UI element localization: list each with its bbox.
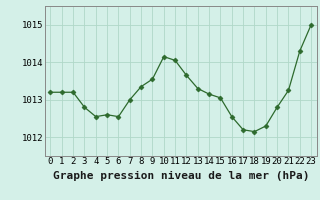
X-axis label: Graphe pression niveau de la mer (hPa): Graphe pression niveau de la mer (hPa) <box>52 171 309 181</box>
